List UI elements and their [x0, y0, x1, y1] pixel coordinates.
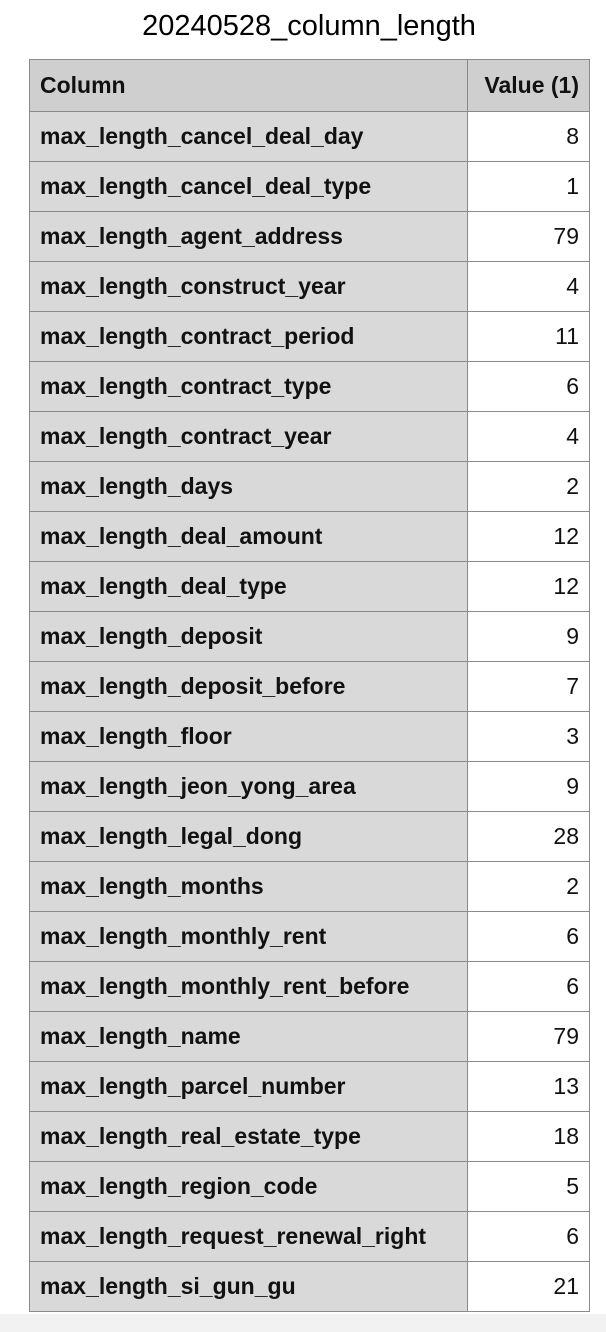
row-value: 3 — [467, 711, 590, 762]
table-row[interactable]: max_length_deal_amount 12 — [29, 511, 590, 562]
table-row[interactable]: max_length_name 79 — [29, 1011, 590, 1062]
table-row[interactable]: max_length_deal_type 12 — [29, 561, 590, 612]
row-value: 11 — [467, 311, 590, 362]
table-row[interactable]: max_length_agent_address 79 — [29, 211, 590, 262]
row-value: 12 — [467, 511, 590, 562]
row-column-name: max_length_construct_year — [29, 261, 468, 312]
table-row[interactable]: max_length_deposit 9 — [29, 611, 590, 662]
row-column-name: max_length_agent_address — [29, 211, 468, 262]
table-row[interactable]: max_length_deposit_before 7 — [29, 661, 590, 712]
data-table: Column Value (1) max_length_cancel_deal_… — [29, 59, 590, 1312]
table-row[interactable]: max_length_real_estate_type 18 — [29, 1111, 590, 1162]
row-column-name: max_length_request_renewal_right — [29, 1211, 468, 1262]
row-column-name: max_length_si_gun_gu — [29, 1261, 468, 1312]
row-column-name: max_length_legal_dong — [29, 811, 468, 862]
table-row[interactable]: max_length_request_renewal_right 6 — [29, 1211, 590, 1262]
row-column-name: max_length_contract_type — [29, 361, 468, 412]
table-row[interactable]: max_length_contract_type 6 — [29, 361, 590, 412]
row-column-name: max_length_monthly_rent — [29, 911, 468, 962]
table-row[interactable]: max_length_jeon_yong_area 9 — [29, 761, 590, 812]
row-value: 9 — [467, 761, 590, 812]
row-column-name: max_length_jeon_yong_area — [29, 761, 468, 812]
row-value: 6 — [467, 361, 590, 412]
row-column-name: max_length_contract_year — [29, 411, 468, 462]
table-row[interactable]: max_length_floor 3 — [29, 711, 590, 762]
table-header-row: Column Value (1) — [29, 59, 590, 112]
row-value: 4 — [467, 411, 590, 462]
row-column-name: max_length_days — [29, 461, 468, 512]
column-header[interactable]: Column — [29, 59, 468, 112]
row-column-name: max_length_deposit — [29, 611, 468, 662]
row-column-name: max_length_cancel_deal_day — [29, 111, 468, 162]
row-column-name: max_length_floor — [29, 711, 468, 762]
row-column-name: max_length_monthly_rent_before — [29, 961, 468, 1012]
row-column-name: max_length_region_code — [29, 1161, 468, 1212]
row-column-name: max_length_deposit_before — [29, 661, 468, 712]
table-row[interactable]: max_length_region_code 5 — [29, 1161, 590, 1212]
table-row[interactable]: max_length_contract_year 4 — [29, 411, 590, 462]
row-value: 5 — [467, 1161, 590, 1212]
row-column-name: max_length_deal_type — [29, 561, 468, 612]
table-row[interactable]: max_length_cancel_deal_type 1 — [29, 161, 590, 212]
page-title: 20240528_column_length — [142, 10, 476, 42]
row-value: 1 — [467, 161, 590, 212]
row-value: 21 — [467, 1261, 590, 1312]
value-header[interactable]: Value (1) — [467, 59, 590, 112]
row-value: 12 — [467, 561, 590, 612]
row-column-name: max_length_deal_amount — [29, 511, 468, 562]
table-row[interactable]: max_length_monthly_rent 6 — [29, 911, 590, 962]
row-value: 6 — [467, 961, 590, 1012]
row-column-name: max_length_cancel_deal_type — [29, 161, 468, 212]
table-body: max_length_cancel_deal_day 8 max_length_ca… — [29, 111, 590, 1312]
row-value: 4 — [467, 261, 590, 312]
table-row[interactable]: max_length_si_gun_gu 21 — [29, 1261, 590, 1312]
row-value: 13 — [467, 1061, 590, 1112]
row-value: 2 — [467, 461, 590, 512]
row-column-name: max_length_contract_period — [29, 311, 468, 362]
row-value: 79 — [467, 1011, 590, 1062]
table-row[interactable]: max_length_months 2 — [29, 861, 590, 912]
table-row[interactable]: max_length_parcel_number 13 — [29, 1061, 590, 1112]
table-row[interactable]: max_length_monthly_rent_before 6 — [29, 961, 590, 1012]
row-value: 6 — [467, 911, 590, 962]
row-value: 18 — [467, 1111, 590, 1162]
row-value: 9 — [467, 611, 590, 662]
bottom-strip — [0, 1314, 606, 1332]
row-value: 8 — [467, 111, 590, 162]
row-value: 2 — [467, 861, 590, 912]
table-row[interactable]: max_length_days 2 — [29, 461, 590, 512]
row-column-name: max_length_name — [29, 1011, 468, 1062]
row-value: 28 — [467, 811, 590, 862]
row-value: 7 — [467, 661, 590, 712]
row-column-name: max_length_parcel_number — [29, 1061, 468, 1112]
row-value: 6 — [467, 1211, 590, 1262]
table-row[interactable]: max_length_cancel_deal_day 8 — [29, 111, 590, 162]
row-column-name: max_length_real_estate_type — [29, 1111, 468, 1162]
table-row[interactable]: max_length_construct_year 4 — [29, 261, 590, 312]
row-column-name: max_length_months — [29, 861, 468, 912]
table-row[interactable]: max_length_legal_dong 28 — [29, 811, 590, 862]
table-row[interactable]: max_length_contract_period 11 — [29, 311, 590, 362]
row-value: 79 — [467, 211, 590, 262]
